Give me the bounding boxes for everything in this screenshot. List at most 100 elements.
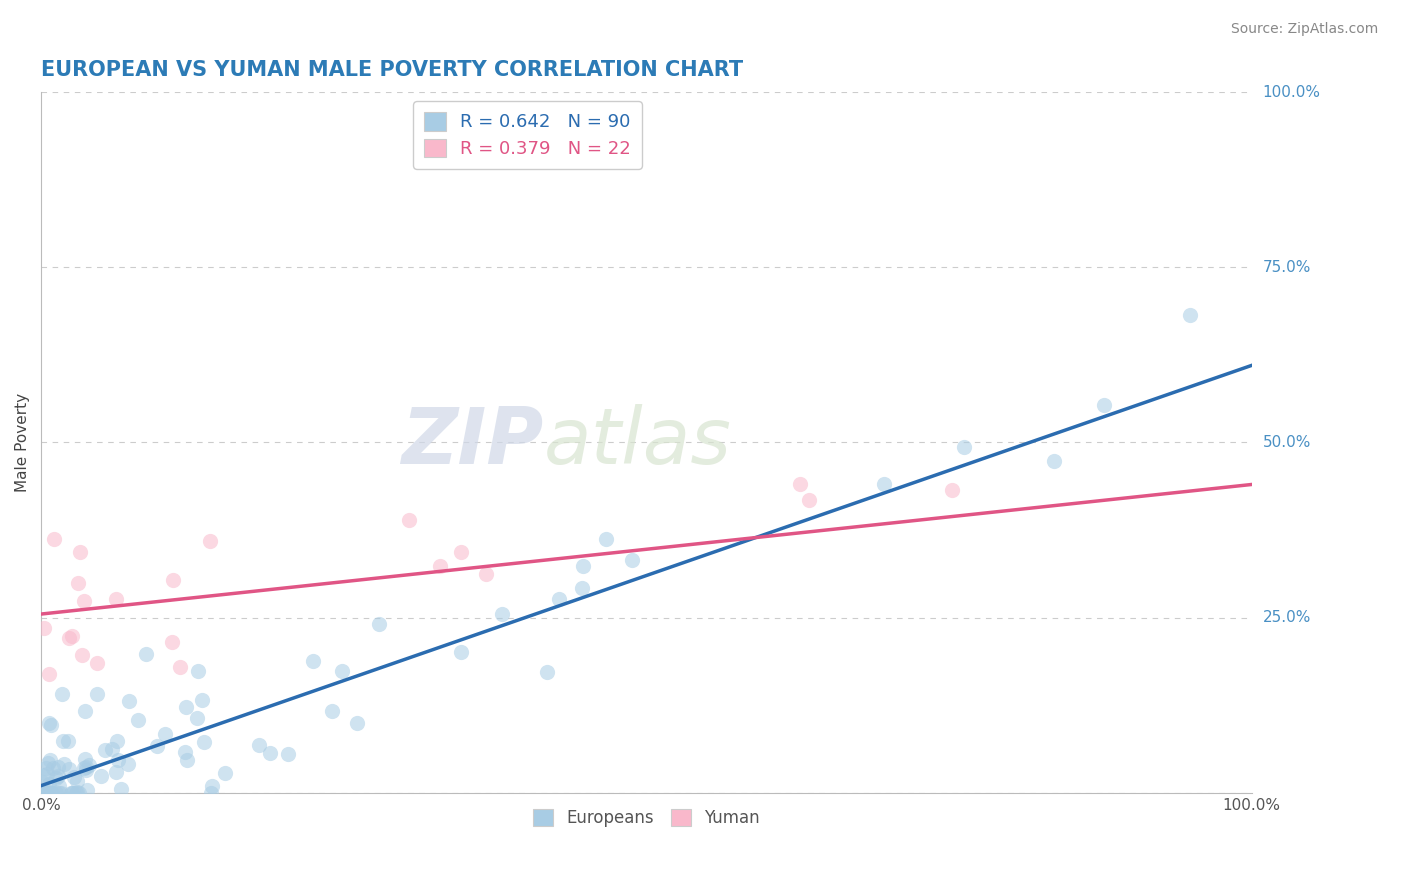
Point [346, 716, 368, 731]
Point [65, 786, 87, 800]
Point [75, 763, 97, 777]
Point [176, 753, 198, 767]
Point [41, 786, 63, 800]
Point [34, 786, 56, 800]
Point [797, 493, 820, 508]
Point [52, 733, 75, 747]
Point [198, 534, 221, 549]
Point [75, 760, 97, 774]
Point [39, 786, 62, 800]
Point [38, 667, 60, 681]
Point [34, 786, 56, 800]
Point [60, 786, 83, 800]
Point [162, 574, 184, 588]
Point [73, 761, 96, 775]
Point [789, 477, 811, 491]
Point [51, 687, 73, 701]
Point [941, 483, 963, 498]
Text: 75.0%: 75.0% [1263, 260, 1310, 275]
Point [94, 742, 117, 756]
Point [135, 647, 157, 661]
Point [104, 765, 127, 780]
Point [429, 558, 451, 573]
Text: EUROPEAN VS YUMAN MALE POVERTY CORRELATION CHART: EUROPEAN VS YUMAN MALE POVERTY CORRELATI… [41, 60, 744, 79]
Point [1092, 398, 1115, 412]
Point [101, 742, 124, 756]
Text: Source: ZipAtlas.com: Source: ZipAtlas.com [1230, 22, 1378, 37]
Point [41, 761, 63, 775]
Point [48, 786, 70, 800]
Point [76, 783, 98, 797]
Point [105, 734, 128, 748]
Point [49, 786, 72, 800]
Point [37, 766, 59, 780]
Point [259, 747, 281, 761]
Point [117, 757, 139, 772]
Point [572, 559, 595, 574]
Point [118, 694, 141, 708]
Point [39, 753, 62, 767]
Point [153, 727, 176, 741]
Point [953, 440, 976, 454]
Point [39, 718, 62, 732]
Point [35, 761, 58, 775]
Point [58, 762, 80, 776]
Point [46, 760, 69, 774]
Text: atlas: atlas [544, 404, 731, 481]
Point [70, 648, 93, 662]
Point [67, 786, 90, 800]
Point [69, 545, 91, 559]
Point [66, 773, 89, 788]
Point [105, 591, 128, 606]
Point [48, 779, 70, 793]
Point [46, 769, 69, 783]
Point [107, 753, 129, 767]
Point [42, 532, 65, 546]
Point [60, 629, 83, 643]
Point [174, 699, 197, 714]
Point [38, 777, 60, 791]
Point [200, 786, 222, 800]
Point [52, 756, 75, 771]
Point [491, 607, 513, 622]
Point [73, 752, 96, 766]
Point [301, 654, 323, 668]
Point [38, 786, 60, 800]
Point [368, 617, 391, 632]
Point [475, 567, 498, 582]
Point [247, 738, 270, 752]
Point [62, 786, 84, 800]
Point [58, 631, 80, 645]
Point [45, 772, 67, 786]
Point [191, 692, 214, 706]
Point [169, 660, 191, 674]
Point [90, 769, 112, 783]
Point [174, 745, 197, 759]
Point [77, 758, 100, 772]
Point [32, 768, 55, 782]
Point [73, 593, 96, 607]
Point [59, 786, 82, 800]
Point [1043, 454, 1066, 468]
Point [86, 687, 108, 701]
Point [398, 513, 420, 527]
Point [58, 734, 80, 748]
Y-axis label: Male Poverty: Male Poverty [15, 392, 30, 492]
Point [321, 704, 343, 718]
Point [277, 747, 299, 761]
Legend: Europeans, Yuman: Europeans, Yuman [526, 802, 766, 833]
Point [1178, 308, 1201, 322]
Point [193, 735, 215, 749]
Point [39, 784, 62, 798]
Point [450, 545, 472, 559]
Point [32, 621, 55, 635]
Text: 100.0%: 100.0% [1263, 85, 1320, 100]
Point [186, 711, 208, 725]
Point [146, 739, 169, 754]
Point [873, 477, 896, 491]
Point [450, 645, 472, 659]
Point [128, 713, 150, 727]
Point [86, 656, 108, 670]
Point [66, 575, 89, 590]
Point [31, 774, 53, 789]
